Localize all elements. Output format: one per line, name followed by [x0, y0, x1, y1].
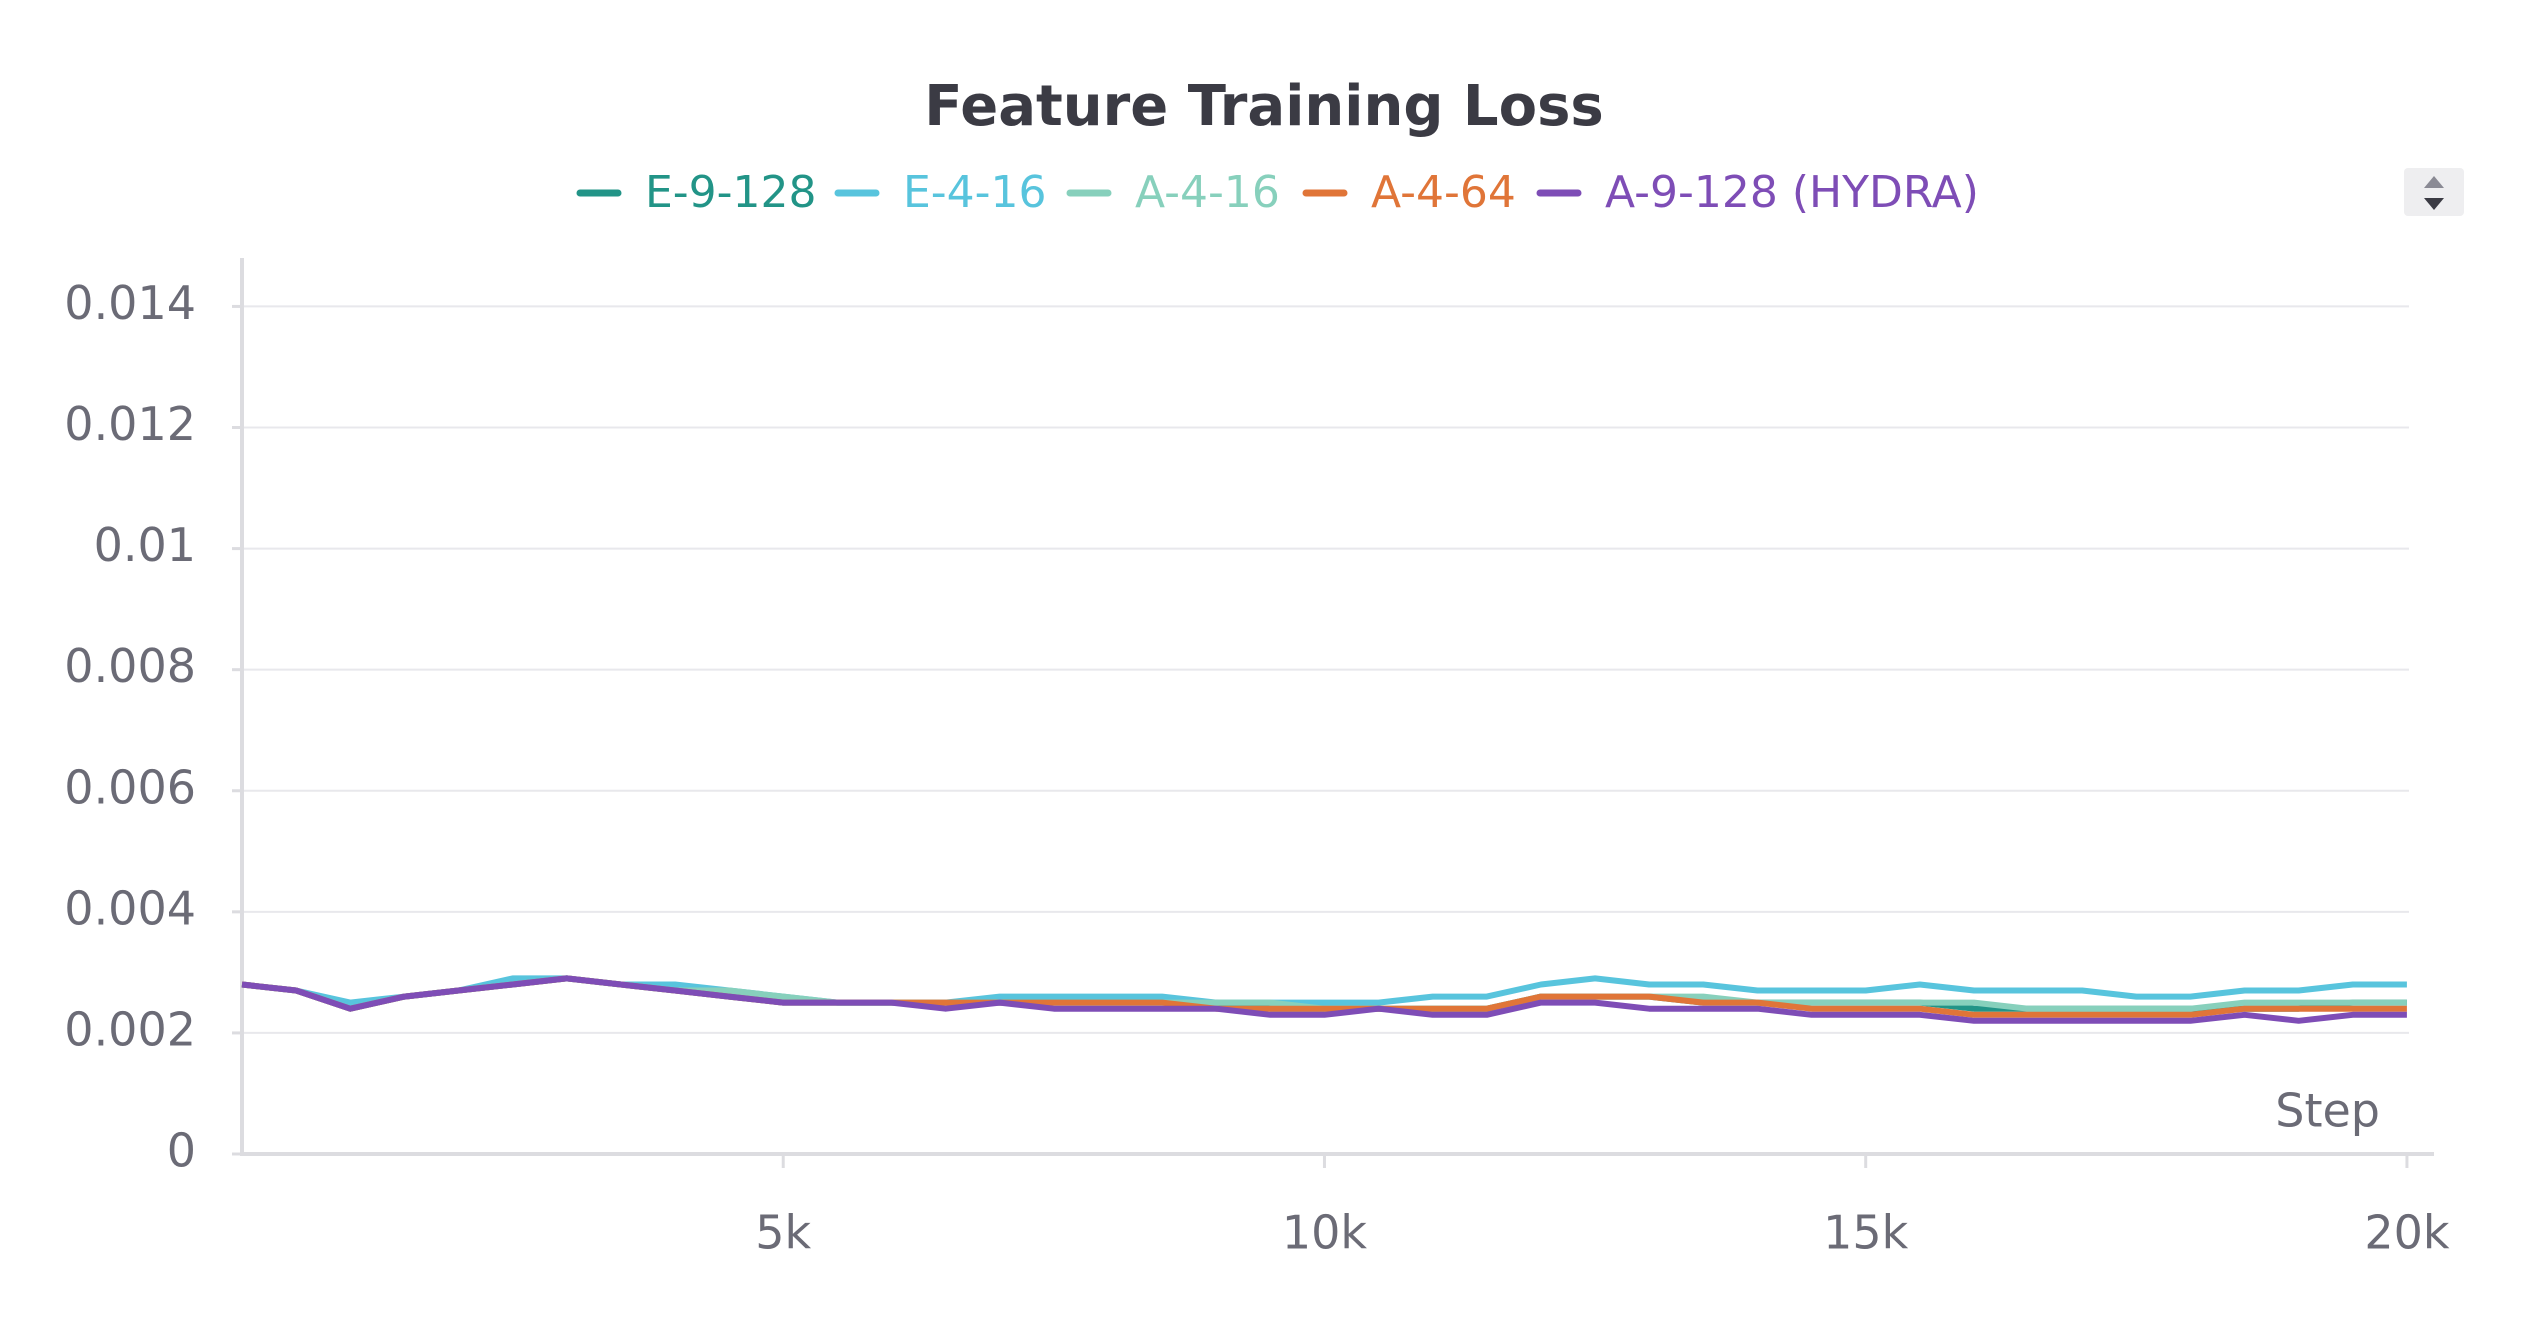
x-tick-label: 5k [755, 1206, 811, 1260]
y-tick-label: 0.01 [94, 518, 196, 572]
y-tick-label: 0 [167, 1124, 196, 1178]
y-tick-label: 0.014 [64, 276, 196, 330]
x-tick-label: 20k [2364, 1206, 2450, 1260]
chart-title: Feature Training Loss [924, 74, 1603, 139]
legend-scroll[interactable] [2404, 168, 2464, 216]
y-tick-label: 0.002 [64, 1002, 196, 1056]
y-tick-label: 0.004 [64, 881, 196, 935]
y-tick-label: 0.008 [64, 639, 196, 693]
legend-label: A-4-16 [1135, 167, 1280, 218]
scroll-up [2424, 176, 2444, 188]
x-tick-label: 10k [1282, 1206, 1368, 1260]
y-tick-label: 0.012 [64, 397, 196, 451]
legend-label: A-4-64 [1371, 167, 1516, 218]
scroll-box [2404, 168, 2464, 216]
scroll-down [2424, 198, 2444, 210]
x-axis-label: Step [2275, 1084, 2380, 1138]
y-tick-label: 0.006 [64, 760, 196, 814]
series-line [241, 975, 2407, 1024]
x-tick-label: 15k [1823, 1206, 1909, 1260]
series-line [241, 975, 2407, 1006]
legend-label: E-4-16 [903, 167, 1047, 218]
legend-label: E-9-128 [645, 167, 817, 218]
legend-label: A-9-128 (HYDRA) [1605, 167, 1979, 218]
